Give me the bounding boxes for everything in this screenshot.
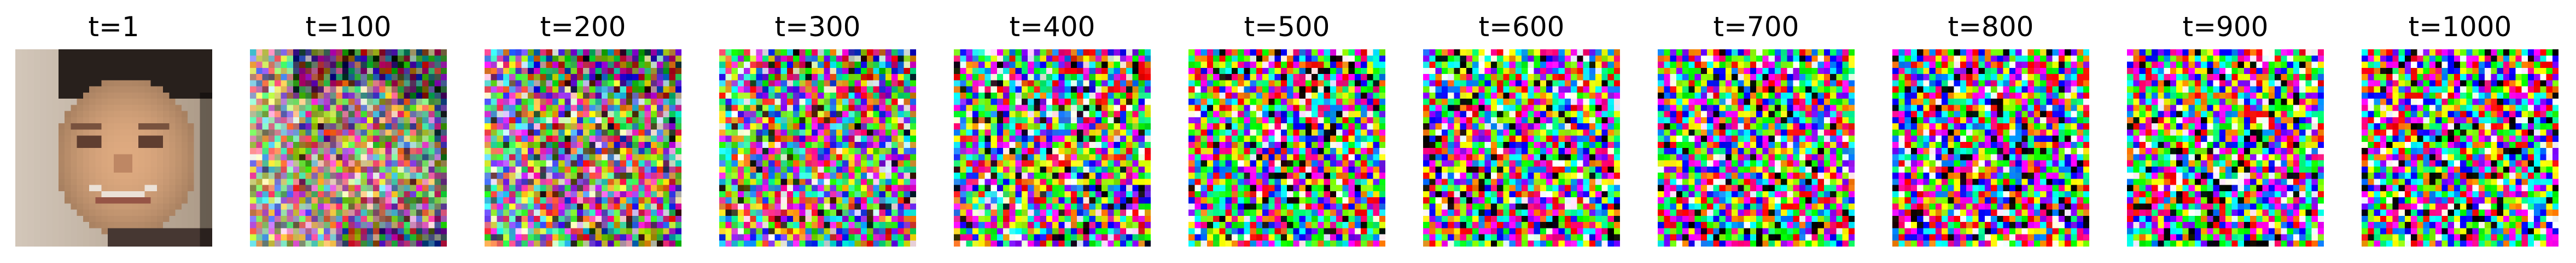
noisy-image-panel — [250, 49, 447, 247]
panel-t700: t=700 — [1658, 0, 1855, 263]
noisy-image-panel — [1188, 49, 1385, 247]
noisy-image-panel — [485, 49, 681, 247]
panel-title: t=800 — [1948, 11, 2034, 43]
panel-t1: t=1 — [15, 0, 212, 263]
panel-title: t=400 — [1009, 11, 1095, 43]
panel-t400: t=400 — [954, 0, 1151, 263]
panel-t600: t=600 — [1423, 0, 1620, 263]
noisy-image-panel — [2362, 49, 2558, 247]
panel-t900: t=900 — [2127, 0, 2324, 263]
panel-title: t=1000 — [2408, 11, 2512, 43]
face-image-panel — [15, 49, 212, 247]
noisy-image-panel — [1658, 49, 1855, 247]
panel-t1000: t=1000 — [2362, 0, 2558, 263]
panel-title: t=1 — [88, 11, 139, 43]
panel-title: t=200 — [540, 11, 626, 43]
panel-t300: t=300 — [719, 0, 916, 263]
panel-t800: t=800 — [1892, 0, 2089, 263]
panel-t200: t=200 — [485, 0, 681, 263]
noisy-image-panel — [719, 49, 916, 247]
noisy-image-panel — [954, 49, 1151, 247]
noisy-image-panel — [2127, 49, 2324, 247]
noisy-image-panel — [1423, 49, 1620, 247]
noisy-image-panel — [1892, 49, 2089, 247]
panel-title: t=300 — [774, 11, 861, 43]
panel-t500: t=500 — [1188, 0, 1385, 263]
panel-title: t=100 — [305, 11, 392, 43]
panel-title: t=900 — [2182, 11, 2269, 43]
panel-title: t=600 — [1478, 11, 1565, 43]
panel-title: t=500 — [1244, 11, 1330, 43]
panel-title: t=700 — [1713, 11, 1799, 43]
panel-t100: t=100 — [250, 0, 447, 263]
